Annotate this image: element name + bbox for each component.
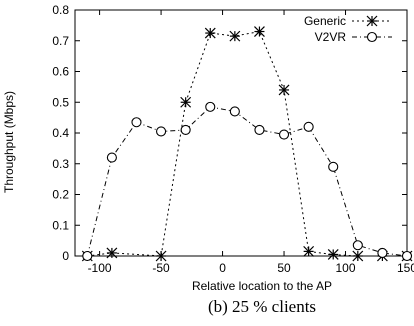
y-axis-label: Throughput (Mbps): [2, 91, 16, 193]
plot-series: [81, 26, 413, 262]
figure-caption: (b) 25 % clients: [208, 297, 316, 316]
y-tick-label: 0.2: [52, 188, 69, 202]
x-axis-label: Relative location to the AP: [192, 279, 332, 293]
series-line-generic: [87, 30, 407, 257]
data-point-generic: [106, 247, 118, 259]
data-point-v2vr: [131, 117, 142, 128]
data-point-v2vr: [278, 129, 290, 140]
y-tick-label: 0.8: [52, 3, 69, 17]
y-tick-label: 0.4: [52, 126, 69, 140]
data-point-v2vr: [156, 126, 167, 137]
series-line-v2vr: [86, 106, 408, 257]
data-point-v2vr: [303, 121, 314, 132]
legend-label-v2vr: V2VR: [315, 30, 347, 44]
data-point-generic: [204, 27, 216, 39]
data-point-generic: [352, 250, 364, 262]
data-point-generic: [180, 96, 192, 108]
data-point-v2vr: [82, 250, 93, 262]
legend-marker-generic: [366, 15, 378, 27]
data-point-v2vr: [377, 247, 388, 258]
legend-marker-v2vr: [366, 31, 378, 43]
data-point-generic: [229, 30, 241, 42]
x-tick-label: -100: [88, 261, 112, 275]
data-point-v2vr: [180, 124, 191, 135]
y-tick-label: 0.7: [52, 34, 69, 48]
data-point-v2vr: [205, 101, 216, 112]
plot-frame: [74, 9, 408, 257]
data-point-v2vr: [106, 152, 117, 163]
data-point-generic: [278, 84, 290, 96]
x-tick-label: -50: [152, 261, 170, 275]
data-point-generic: [327, 249, 339, 260]
data-point-v2vr: [254, 124, 265, 135]
x-tick-label: 50: [277, 261, 291, 275]
data-point-v2vr: [328, 161, 339, 172]
x-tick-label: 100: [336, 261, 356, 275]
y-tick-label: 0.3: [52, 157, 69, 171]
data-point-generic: [155, 250, 167, 262]
y-tick-label: 0.1: [52, 218, 69, 232]
data-point-generic: [254, 26, 265, 37]
data-point-generic: [303, 245, 315, 257]
x-tick-label: 0: [219, 261, 226, 275]
y-tick-label: 0.5: [52, 95, 69, 109]
x-tick-label: 150: [397, 261, 414, 275]
y-tick-label: 0: [62, 249, 69, 263]
axes: 0 0.1 0.2 0.3 0.4 0.5 0.6 0.7 0.8 -100 -50 0 50 100 15…: [52, 3, 414, 275]
y-tick-label: 0.6: [52, 65, 69, 79]
legend-label-generic: Generic: [304, 14, 346, 28]
data-point-v2vr: [229, 106, 240, 117]
legend: Generic V2VR: [304, 14, 392, 44]
data-point-v2vr: [401, 250, 413, 262]
data-point-v2vr: [352, 240, 363, 251]
